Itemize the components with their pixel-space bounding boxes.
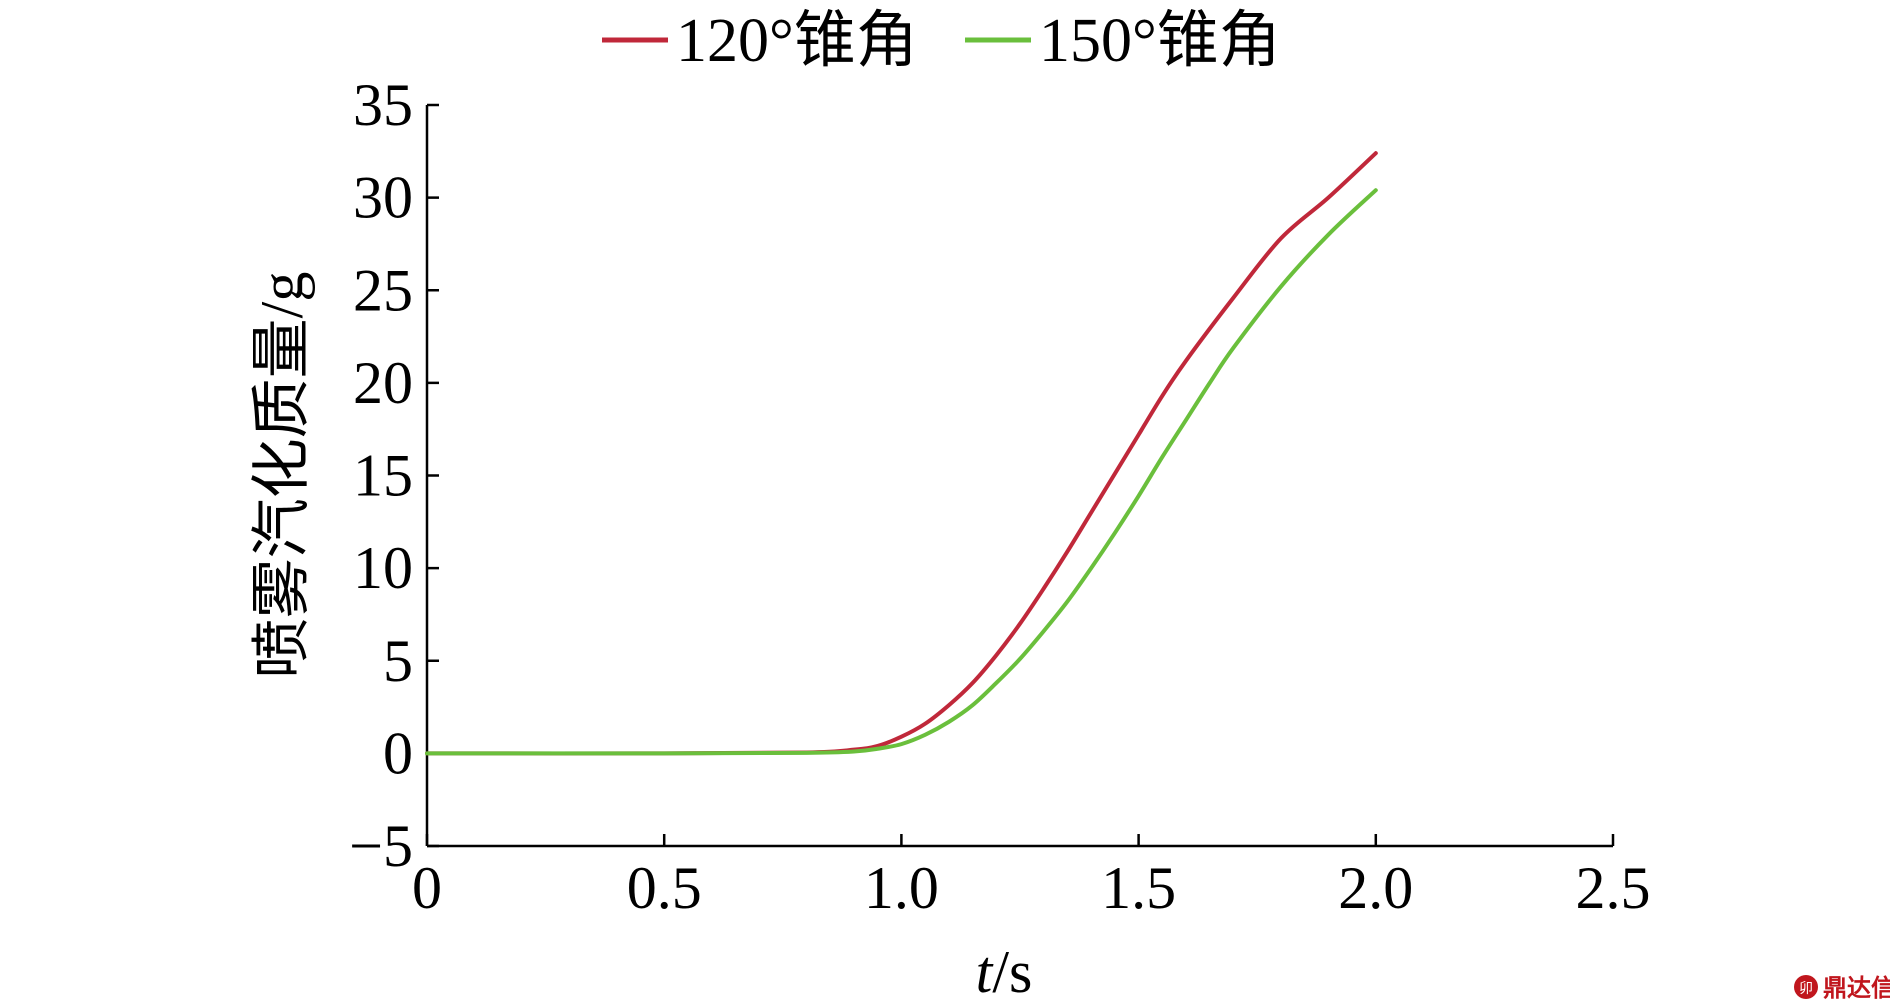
y-tick-label: 15	[353, 443, 413, 509]
legend: 120°锥角 150°锥角	[602, 7, 1281, 75]
y-tick-label: 35	[353, 72, 413, 138]
x-tick-label: 2.0	[1338, 855, 1413, 921]
x-ticks: 0 0.5 1.0 1.5 2.0 2.5	[412, 834, 1651, 921]
y-tick-label: −5	[349, 813, 413, 879]
y-axis-title: 喷雾汽化质量/g	[249, 272, 315, 679]
y-tick-label: 10	[353, 535, 413, 601]
x-axis-unit: /s	[992, 939, 1032, 1005]
axes	[425, 105, 1613, 848]
x-tick-label: 2.5	[1576, 855, 1651, 921]
y-ticks: −5 0 5 10 15 20 25 30 35	[349, 72, 439, 879]
x-axis-title: t/s	[976, 939, 1033, 1005]
series-line-0	[425, 151, 1378, 756]
x-tick-label: 0	[412, 855, 442, 921]
plot-series	[425, 151, 1378, 756]
watermark-logo-glyph: 卯	[1799, 981, 1813, 997]
x-tick-label: 1.5	[1101, 855, 1176, 921]
y-tick-label: 20	[353, 350, 413, 416]
x-tick-label: 0.5	[627, 855, 702, 921]
watermark: 卯 鼎达信	[1794, 974, 1890, 1002]
legend-label-150: 150°锥角	[1039, 7, 1281, 75]
y-tick-label: 5	[383, 628, 413, 694]
y-tick-label: 25	[353, 257, 413, 323]
x-axis-variable: t	[976, 939, 994, 1005]
watermark-logo-icon	[1794, 975, 1818, 999]
x-tick-label: 1.0	[864, 855, 939, 921]
series-line-1	[425, 188, 1378, 756]
y-tick-label: 30	[353, 165, 413, 231]
legend-label-120: 120°锥角	[676, 7, 918, 75]
watermark-text: 鼎达信	[1823, 974, 1890, 1002]
y-tick-label: 0	[383, 720, 413, 786]
